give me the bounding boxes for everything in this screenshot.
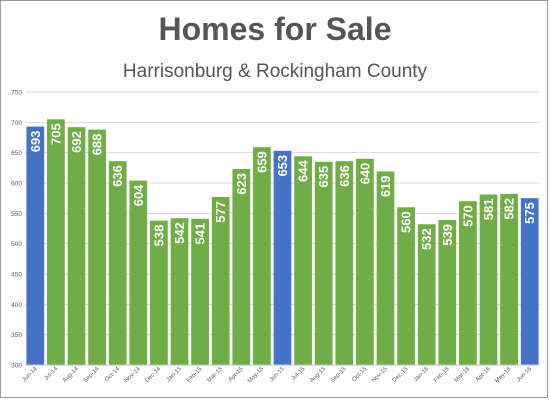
x-tick-label: Sep-14 (83, 366, 101, 384)
bar (459, 201, 477, 365)
bar-value-label: 688 (90, 134, 105, 156)
bar (356, 158, 374, 365)
x-tick-label: Feb-15 (186, 366, 204, 384)
x-tick-label: Jan-16 (413, 366, 431, 384)
y-axis: 300 350 400 450 500 550 600 650 700 750 (11, 90, 22, 370)
x-tick-label: Sep-15 (330, 366, 348, 384)
x-tick-label: Jun-15 (269, 366, 287, 384)
y-tick-label: 600 (11, 181, 22, 188)
bar (191, 218, 209, 365)
x-tick-label: Dec-15 (392, 366, 410, 384)
y-tick-label: 450 (11, 272, 22, 279)
bar-value-label: 640 (357, 163, 372, 185)
bar-value-label: 635 (316, 166, 331, 188)
x-tick-label: Nov-14 (124, 366, 142, 384)
bar-value-label: 692 (69, 131, 84, 153)
x-tick-label: Oct-14 (104, 366, 121, 383)
bar-value-label: 577 (213, 201, 228, 223)
bar-value-label: 636 (110, 165, 125, 187)
bar-value-label: 653 (275, 155, 290, 177)
x-tick-label: May-16 (494, 366, 513, 385)
x-tick-label: Jun-14 (21, 366, 39, 384)
bar (335, 161, 354, 365)
y-tick-label: 300 (11, 363, 22, 370)
bar-value-label: 532 (419, 228, 434, 250)
x-tick-label: Aug-15 (309, 366, 327, 384)
y-tick-label: 350 (11, 332, 22, 339)
bar-value-label: 582 (502, 198, 517, 220)
bar-value-label: 705 (48, 123, 63, 145)
x-tick-label: Mar-16 (454, 366, 472, 384)
y-tick-label: 650 (11, 150, 22, 157)
bar (129, 180, 148, 365)
bar-value-label: 575 (522, 202, 537, 224)
bar-value-label: 541 (193, 223, 208, 245)
bar (47, 119, 65, 365)
bar (376, 171, 395, 365)
x-tick-label: Feb-16 (433, 366, 451, 384)
bar (211, 196, 230, 365)
bar-value-label: 542 (172, 222, 187, 244)
x-tick-label: Dec-14 (144, 366, 162, 384)
bar-value-label: 659 (254, 151, 269, 173)
x-tick-label: Apr-16 (475, 366, 492, 383)
bar (170, 218, 189, 365)
x-tick-label: Jul-14 (44, 366, 60, 382)
bar-value-label: 693 (28, 131, 43, 153)
bar (314, 161, 333, 365)
x-axis: Jun-14 Jul-14 Aug-14 Sep-14 Oct-14 Nov-14 Dec-… (21, 364, 540, 385)
bar-value-label: 644 (296, 160, 311, 182)
y-tick-label: 700 (11, 120, 22, 127)
bar-value-label: 604 (131, 184, 146, 206)
bar (232, 169, 251, 365)
bar (520, 198, 539, 365)
x-tick-label: Mar-15 (206, 366, 224, 384)
y-tick-label: 500 (11, 241, 22, 248)
bar-value-label: 560 (399, 211, 414, 233)
bar (108, 161, 127, 365)
bar (438, 220, 457, 365)
x-tick-label: Jul-15 (291, 366, 307, 382)
x-tick-label: Nov-15 (371, 366, 389, 384)
bar (67, 127, 86, 365)
bar-value-label: 619 (378, 175, 393, 197)
chart-subtitle: Harrisonburg & Rockingham County (122, 61, 428, 82)
bar-value-label: 636 (337, 165, 352, 187)
bar-value-label: 539 (440, 224, 455, 246)
bar (500, 193, 518, 365)
chart-title: Homes for Sale (158, 11, 392, 47)
x-tick-label: Jan-15 (166, 366, 184, 384)
bar (150, 220, 168, 365)
x-tick-label: Oct-15 (351, 366, 368, 383)
bar-value-label: 538 (151, 225, 166, 247)
bar (273, 150, 292, 365)
bars: 693 705 692 688 636 604 538 542 541 577 623 659 653 6… (26, 119, 539, 365)
bar (294, 156, 312, 365)
bar-value-label: 570 (460, 205, 475, 227)
bar (479, 194, 498, 365)
bar (417, 224, 436, 365)
bar-value-label: 623 (234, 173, 249, 195)
x-tick-label: Aug-14 (62, 366, 80, 384)
x-tick-label: Jun-16 (516, 366, 534, 384)
y-tick-label: 550 (11, 211, 22, 218)
x-tick-label: Apr-15 (228, 366, 245, 383)
x-tick-label: May-15 (247, 366, 266, 385)
y-tick-label: 750 (11, 90, 22, 97)
bar (253, 147, 271, 365)
bar (397, 207, 415, 365)
bar (26, 126, 45, 365)
y-tick-label: 400 (11, 302, 22, 309)
bar (88, 129, 106, 365)
bar-value-label: 581 (481, 199, 496, 221)
